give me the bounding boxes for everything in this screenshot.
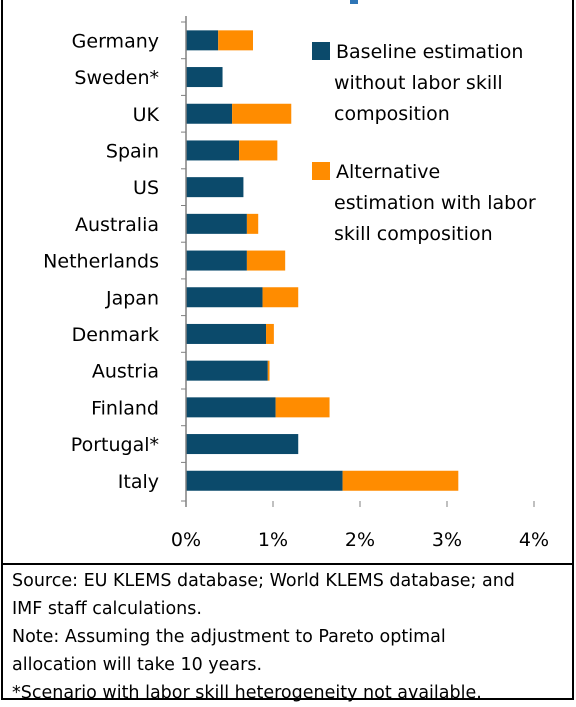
legend-label-line: Alternative [336, 161, 440, 183]
notes-block: Source: EU KLEMS database; World KLEMS d… [12, 567, 568, 707]
legend-label-line: composition [334, 103, 450, 125]
bar-baseline-australia [186, 213, 247, 234]
bar-alternative-germany [218, 30, 253, 51]
stacked-bar-chart: Germany Sweden* UK Spain US Australia Netherla… [43, 16, 549, 551]
bar-baseline-portugal [186, 434, 299, 455]
bar-baseline-italy [186, 470, 343, 491]
legend-swatch-alternative [312, 162, 330, 180]
legend-label-line: Baseline estimation [336, 41, 523, 63]
y-label-us: US [133, 177, 159, 199]
scenario-note: *Scenario with labor skill heterogeneity… [12, 683, 482, 703]
bar-alternative-japan [262, 287, 299, 308]
bottom-rule [1, 698, 574, 700]
legend-label-line: without labor skill [334, 72, 503, 94]
bar-baseline-japan [186, 287, 263, 308]
y-label-japan: Japan [105, 287, 159, 309]
bar-alternative-italy [342, 470, 459, 491]
y-label-sweden: Sweden* [74, 67, 159, 89]
y-label-germany: Germany [72, 30, 159, 52]
bar-alternative-denmark [266, 323, 274, 344]
legend-label-line: skill composition [334, 223, 493, 245]
x-tick-label: 1% [258, 529, 288, 551]
bar-alternative-spain [239, 140, 278, 161]
legend: Baseline estimation without labor skill co… [312, 41, 536, 245]
y-label-portugal: Portugal* [71, 434, 159, 456]
x-tick-label: 0% [171, 529, 201, 551]
x-axis-labels: 0% 1% 2% 3% 4% [171, 529, 549, 551]
y-label-spain: Spain [106, 140, 159, 162]
x-tick-label: 3% [432, 529, 462, 551]
bar-baseline-denmark [186, 323, 267, 344]
y-axis-labels: Germany Sweden* UK Spain US Australia Netherla… [43, 30, 159, 492]
bar-baseline-sweden [186, 67, 223, 88]
title-remnant [350, 0, 358, 4]
bar-baseline-finland [186, 397, 276, 418]
bar-alternative-australia [246, 213, 259, 234]
bar-alternative-austria [267, 360, 270, 381]
bar-baseline-us [186, 177, 244, 198]
note-line-2: allocation will take 10 years. [12, 655, 263, 675]
y-label-netherlands: Netherlands [43, 251, 159, 273]
y-label-uk: UK [133, 104, 160, 126]
bar-alternative-uk [232, 103, 292, 124]
bar-baseline-germany [186, 30, 219, 51]
y-label-denmark: Denmark [72, 324, 159, 346]
x-tick-label: 4% [519, 529, 549, 551]
x-tick-marks [181, 21, 535, 507]
note-line-1: Note: Assuming the adjustment to Pareto … [12, 627, 446, 647]
bar-baseline-spain [186, 140, 240, 161]
bars-group [186, 30, 459, 491]
y-label-australia: Australia [75, 214, 159, 236]
y-label-austria: Austria [92, 361, 159, 383]
legend-label-line: estimation with labor [334, 192, 536, 214]
x-tick-label: 2% [345, 529, 375, 551]
legend-swatch-baseline [312, 42, 330, 60]
y-label-finland: Finland [91, 397, 159, 419]
notes-divider [1, 563, 574, 565]
source-line-2: IMF staff calculations. [12, 599, 202, 619]
bar-alternative-finland [275, 397, 330, 418]
y-label-italy: Italy [118, 471, 159, 493]
bar-baseline-austria [186, 360, 268, 381]
bar-baseline-netherlands [186, 250, 247, 271]
bar-alternative-netherlands [246, 250, 286, 271]
source-line-1: Source: EU KLEMS database; World KLEMS d… [12, 571, 515, 591]
bar-baseline-uk [186, 103, 233, 124]
